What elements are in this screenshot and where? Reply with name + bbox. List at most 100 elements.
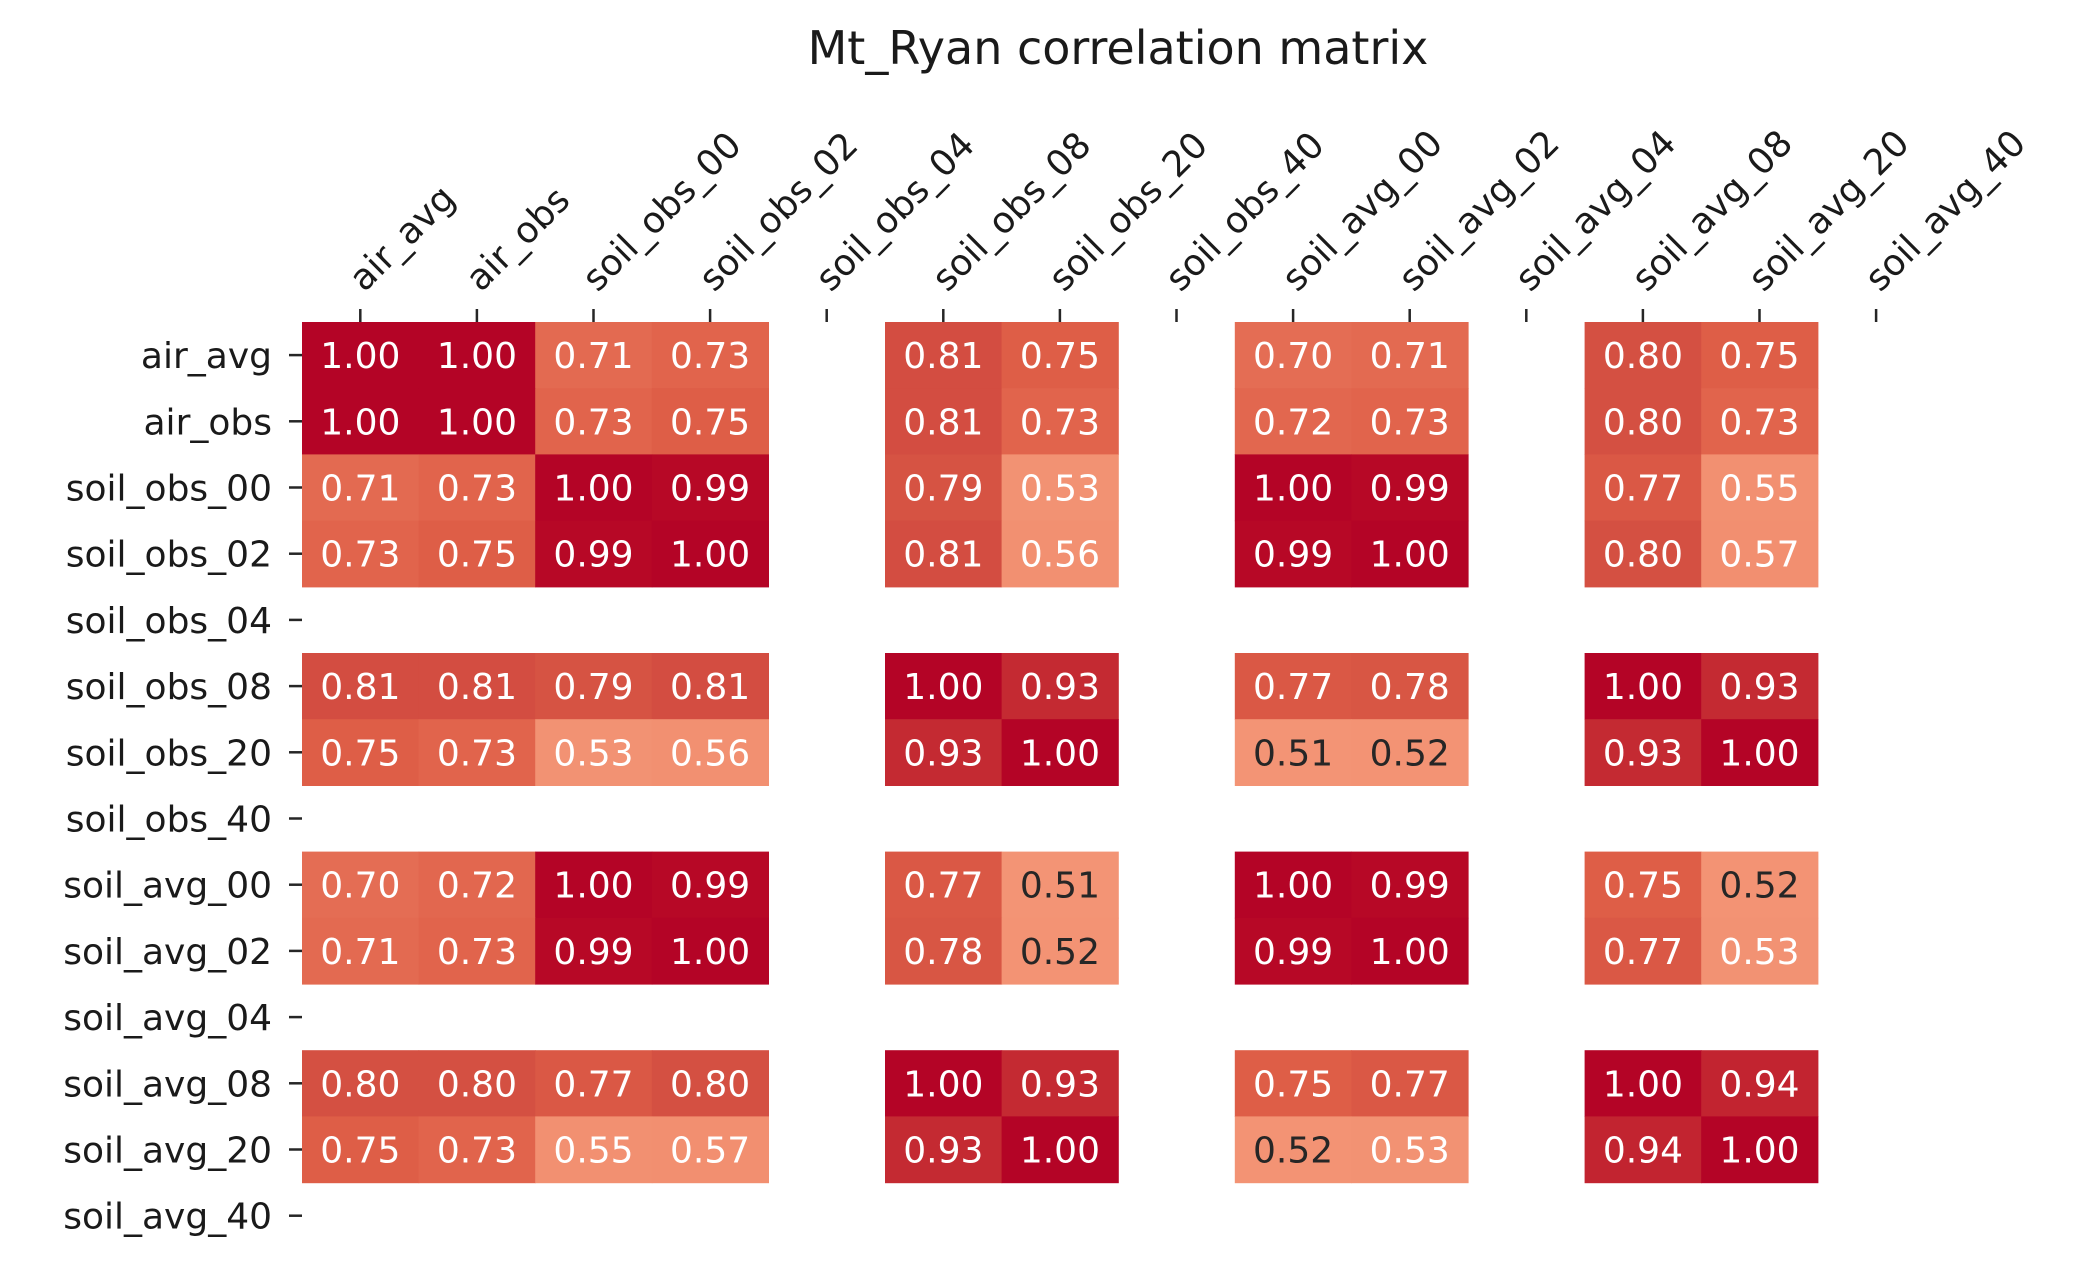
cell-value-label: 0.80: [437, 1064, 517, 1105]
row-tick-label: soil_obs_00: [66, 469, 272, 510]
heatmap-cell: [535, 454, 653, 522]
heatmap-cell: [1584, 520, 1702, 588]
cell-value-label: 1.00: [320, 402, 400, 443]
cell-value-label: 0.73: [437, 469, 517, 510]
cell-value-label: 0.80: [1603, 402, 1683, 443]
heatmap-cell: [1351, 653, 1469, 720]
heatmap-cell: [418, 653, 536, 720]
cell-value-label: 0.55: [1719, 469, 1799, 510]
heatmap-cell: [418, 322, 536, 389]
cell-value-label: 0.73: [553, 402, 633, 443]
heatmap-cell: [885, 1050, 1003, 1117]
cell-value-label: 1.00: [1719, 733, 1799, 774]
cell-value-label: 0.72: [437, 866, 517, 907]
heatmap-cell: [1234, 454, 1352, 522]
cell-value-label: 0.99: [1370, 469, 1450, 510]
cell-value-label: 0.71: [320, 469, 400, 510]
cell-value-label: 1.00: [1603, 667, 1683, 708]
cell-value-label: 0.93: [903, 733, 983, 774]
column-tick-label: air_obs: [458, 180, 578, 300]
heatmap-cell: [302, 388, 420, 455]
cell-value-label: 0.53: [553, 733, 633, 774]
cell-value-label: 0.80: [670, 1064, 750, 1105]
cell-value-label: 0.93: [1603, 733, 1683, 774]
heatmap-cell: [885, 1116, 1003, 1184]
cell-value-label: 0.73: [1370, 402, 1450, 443]
cell-value-label: 0.80: [320, 1064, 400, 1105]
cell-value-label: 0.75: [320, 733, 400, 774]
heatmap-cell: [418, 917, 536, 985]
heatmap-cell: [1351, 454, 1469, 522]
heatmap-cell: [418, 520, 536, 588]
column-ticks: air_avgair_obssoil_obs_00soil_obs_02soil…: [342, 123, 2034, 322]
cell-value-label: 0.75: [670, 402, 750, 443]
cell-value-label: 0.81: [903, 402, 983, 443]
cell-value-label: 0.80: [1603, 336, 1683, 377]
cell-value-label: 0.93: [903, 1131, 983, 1172]
cell-value-label: 0.52: [1020, 932, 1100, 973]
cell-value-label: 0.53: [1719, 932, 1799, 973]
heatmap-cell: [885, 388, 1003, 455]
cell-value-label: 1.00: [1719, 1131, 1799, 1172]
cell-value-label: 0.81: [903, 336, 983, 377]
cell-value-label: 1.00: [670, 932, 750, 973]
heatmap-cell: [418, 719, 536, 786]
row-tick-label: air_obs: [144, 402, 273, 443]
cell-value-label: 1.00: [903, 1064, 983, 1105]
cell-value-label: 0.94: [1603, 1131, 1683, 1172]
row-tick-label: soil_avg_20: [63, 1131, 272, 1172]
heatmap-cell: [302, 1050, 420, 1117]
heatmap-cell: [535, 851, 653, 919]
heatmap-cell: [302, 917, 420, 985]
row-tick-label: soil_obs_20: [66, 733, 272, 774]
cell-value-label: 0.53: [1020, 469, 1100, 510]
cell-value-label: 0.94: [1719, 1064, 1799, 1105]
heatmap-cell: [418, 1116, 536, 1184]
row-tick-label: soil_obs_08: [66, 667, 272, 708]
cell-value-label: 1.00: [320, 336, 400, 377]
cell-value-label: 1.00: [1253, 469, 1333, 510]
row-tick-label: soil_avg_04: [63, 998, 272, 1039]
cell-value-label: 1.00: [553, 866, 633, 907]
heatmap-cell: [535, 388, 653, 455]
cell-value-label: 0.77: [1253, 667, 1333, 708]
column-tick-label: air_avg: [342, 178, 464, 300]
cell-value-label: 0.51: [1020, 866, 1100, 907]
heatmap-cell: [302, 322, 420, 389]
cell-value-label: 1.00: [1603, 1064, 1683, 1105]
heatmap-cell: [1234, 917, 1352, 985]
cell-value-label: 0.75: [437, 535, 517, 576]
heatmap-cell: [1234, 520, 1352, 588]
heatmap-cells: 1.00 1.00 0.71 0.73 0.81 0.75 0.70 0.71 0.80 0.75…: [302, 322, 1819, 1184]
heatmap-cell: [651, 388, 769, 455]
heatmap-cell: [1701, 1116, 1819, 1184]
cell-value-label: 0.57: [670, 1131, 750, 1172]
heatmap-cell: [1701, 653, 1819, 720]
heatmap-cell: [1351, 322, 1469, 389]
heatmap-cell: [535, 719, 653, 786]
cell-value-label: 0.79: [553, 667, 633, 708]
cell-value-label: 0.75: [1719, 336, 1799, 377]
heatmap-cell: [885, 653, 1003, 720]
heatmap-cell: [1351, 1116, 1469, 1184]
heatmap-cell: [1584, 388, 1702, 455]
heatmap-cell: [1234, 322, 1352, 389]
cell-value-label: 0.73: [1719, 402, 1799, 443]
chart-title: Mt_Ryan correlation matrix: [808, 21, 1429, 75]
cell-value-label: 0.78: [1370, 667, 1450, 708]
cell-value-label: 0.73: [670, 336, 750, 377]
heatmap-cell: [1701, 851, 1819, 919]
cell-value-label: 0.99: [670, 866, 750, 907]
cell-value-label: 0.81: [670, 667, 750, 708]
heatmap-cell: [302, 1116, 420, 1184]
heatmap-cell: [302, 454, 420, 522]
heatmap-cell: [1701, 719, 1819, 786]
heatmap-cell: [651, 851, 769, 919]
cell-value-label: 0.71: [1370, 336, 1450, 377]
heatmap-cell: [1701, 388, 1819, 455]
heatmap-cell: [1234, 719, 1352, 786]
heatmap-cell: [1351, 1050, 1469, 1117]
heatmap-cell: [1584, 1050, 1702, 1117]
heatmap-cell: [302, 653, 420, 720]
cell-value-label: 0.93: [1020, 667, 1100, 708]
